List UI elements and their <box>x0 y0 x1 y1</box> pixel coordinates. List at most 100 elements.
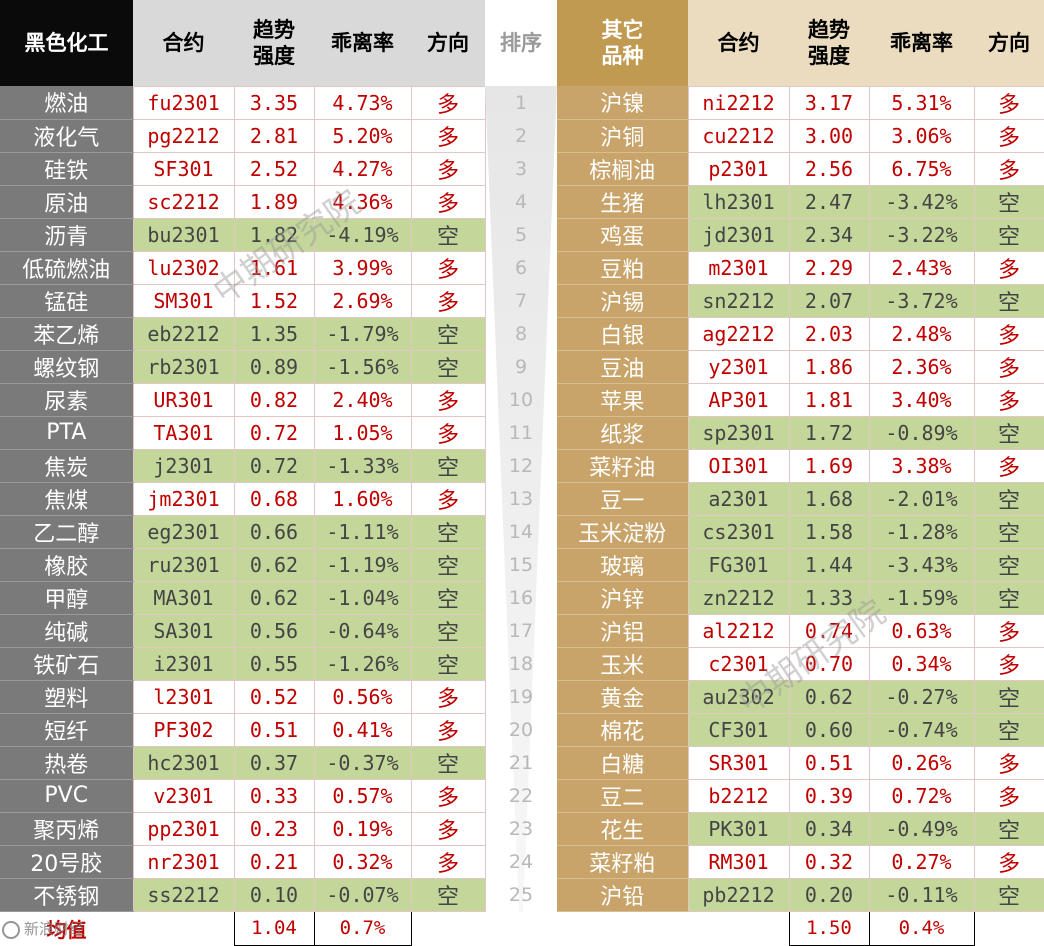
trend-strength: 0.20 <box>788 877 870 912</box>
direction: 多 <box>410 811 486 846</box>
direction: 多 <box>410 151 486 186</box>
table-row: 沪镍 ni2212 3.17 5.31% 多 <box>557 85 1044 120</box>
direction: 多 <box>973 349 1044 384</box>
commodity-name: 白银 <box>557 317 688 351</box>
direction: 空 <box>973 217 1044 252</box>
table-row: 生猪 lh2301 2.47 -3.42% 空 <box>557 184 1044 219</box>
header-contract: 合约 <box>133 0 234 86</box>
contract-code: AP301 <box>687 382 790 417</box>
contract-code: pb2212 <box>687 877 790 912</box>
direction: 空 <box>973 547 1044 582</box>
commodity-name: 焦煤 <box>0 482 133 516</box>
table-row: 铁矿石 i2301 0.55 -1.26% 空 <box>0 646 486 681</box>
deviation-rate: 3.99% <box>313 250 412 285</box>
deviation-rate: -0.07% <box>313 877 412 912</box>
trend-strength: 1.86 <box>788 349 870 384</box>
rank-row: 5 <box>485 218 557 251</box>
deviation-rate: -4.19% <box>313 217 412 252</box>
direction: 多 <box>410 250 486 285</box>
contract-code: pp2301 <box>132 811 235 846</box>
average-deviation: 0.4% <box>868 910 975 946</box>
rank-number: 19 <box>508 685 534 708</box>
trend-strength: 0.72 <box>233 415 315 450</box>
trend-strength: 1.33 <box>788 580 870 615</box>
contract-code: ru2301 <box>132 547 235 582</box>
contract-code: p2301 <box>687 151 790 186</box>
contract-code: hc2301 <box>132 745 235 780</box>
rank-number: 10 <box>508 388 534 411</box>
direction: 多 <box>410 85 486 120</box>
direction: 多 <box>973 844 1044 879</box>
table-row: 菜籽油 OI301 1.69 3.38% 多 <box>557 448 1044 483</box>
trend-strength: 1.81 <box>788 382 870 417</box>
contract-code: OI301 <box>687 448 790 483</box>
contract-code: PF302 <box>132 712 235 747</box>
contract-code: y2301 <box>687 349 790 384</box>
trend-strength: 0.66 <box>233 514 315 549</box>
direction: 多 <box>410 844 486 879</box>
trend-strength: 1.52 <box>233 283 315 318</box>
trend-strength: 0.60 <box>788 712 870 747</box>
rank-number: 2 <box>514 124 528 147</box>
rank-row: 13 <box>485 482 557 515</box>
table-row: 热卷 hc2301 0.37 -0.37% 空 <box>0 745 486 780</box>
contract-code: MA301 <box>132 580 235 615</box>
trend-strength: 2.34 <box>788 217 870 252</box>
rank-number: 16 <box>508 586 534 609</box>
direction: 多 <box>410 184 486 219</box>
trend-strength: 2.56 <box>788 151 870 186</box>
table-row: 乙二醇 eg2301 0.66 -1.11% 空 <box>0 514 486 549</box>
direction: 多 <box>410 679 486 714</box>
commodity-name: 沪镍 <box>557 86 688 120</box>
direction: 多 <box>410 712 486 747</box>
average-blank <box>133 911 234 945</box>
rank-body: 1 2 3 4 5 6 7 8 9 10 11 12 13 14 15 16 17 18 19 20 21 22 23 24 2… <box>485 86 557 911</box>
table-row: 苹果 AP301 1.81 3.40% 多 <box>557 382 1044 417</box>
table-row: 沪锌 zn2212 1.33 -1.59% 空 <box>557 580 1044 615</box>
table-row: 纯碱 SA301 0.56 -0.64% 空 <box>0 613 486 648</box>
commodity-name: 热卷 <box>0 746 133 780</box>
deviation-rate: -0.64% <box>313 613 412 648</box>
deviation-rate: 2.69% <box>313 283 412 318</box>
direction: 空 <box>973 877 1044 912</box>
commodity-name: 菜籽粕 <box>557 845 688 879</box>
direction: 多 <box>973 118 1044 153</box>
contract-code: a2301 <box>687 481 790 516</box>
contract-code: eb2212 <box>132 316 235 351</box>
commodity-name: 低硫燃油 <box>0 251 133 285</box>
table-row: PVC v2301 0.33 0.57% 多 <box>0 778 486 813</box>
table-row: 焦炭 j2301 0.72 -1.33% 空 <box>0 448 486 483</box>
left-table: 黑色化工 合约 趋势 强度 乖离率 方向 燃油 fu2301 3.35 4.73% 多液… <box>0 0 486 946</box>
trend-strength: 3.17 <box>788 85 870 120</box>
deviation-rate: 1.60% <box>313 481 412 516</box>
deviation-rate: -1.11% <box>313 514 412 549</box>
contract-code: SF301 <box>132 151 235 186</box>
contract-code: sc2212 <box>132 184 235 219</box>
contract-code: jd2301 <box>687 217 790 252</box>
commodity-name: 玉米 <box>557 647 688 681</box>
commodity-name: 聚丙烯 <box>0 812 133 846</box>
commodity-name: PVC <box>0 779 133 813</box>
direction: 空 <box>973 514 1044 549</box>
rank-number: 11 <box>508 421 534 444</box>
contract-code: sn2212 <box>687 283 790 318</box>
deviation-rate: -3.22% <box>868 217 975 252</box>
contract-code: ss2212 <box>132 877 235 912</box>
trend-strength: 0.37 <box>233 745 315 780</box>
deviation-rate: -3.43% <box>868 547 975 582</box>
contract-code: FG301 <box>687 547 790 582</box>
contract-code: al2212 <box>687 613 790 648</box>
table-row: 短纤 PF302 0.51 0.41% 多 <box>0 712 486 747</box>
trend-strength: 0.62 <box>788 679 870 714</box>
rank-number: 9 <box>514 355 528 378</box>
commodity-name: 橡胶 <box>0 548 133 582</box>
deviation-rate: 0.26% <box>868 745 975 780</box>
rank-number: 14 <box>508 520 534 543</box>
table-row: 燃油 fu2301 3.35 4.73% 多 <box>0 85 486 120</box>
direction: 多 <box>973 646 1044 681</box>
deviation-rate: 0.19% <box>313 811 412 846</box>
direction: 空 <box>410 448 486 483</box>
header-direction: 方向 <box>974 0 1044 86</box>
commodity-name: 菜籽油 <box>557 449 688 483</box>
table-row: 沪铜 cu2212 3.00 3.06% 多 <box>557 118 1044 153</box>
